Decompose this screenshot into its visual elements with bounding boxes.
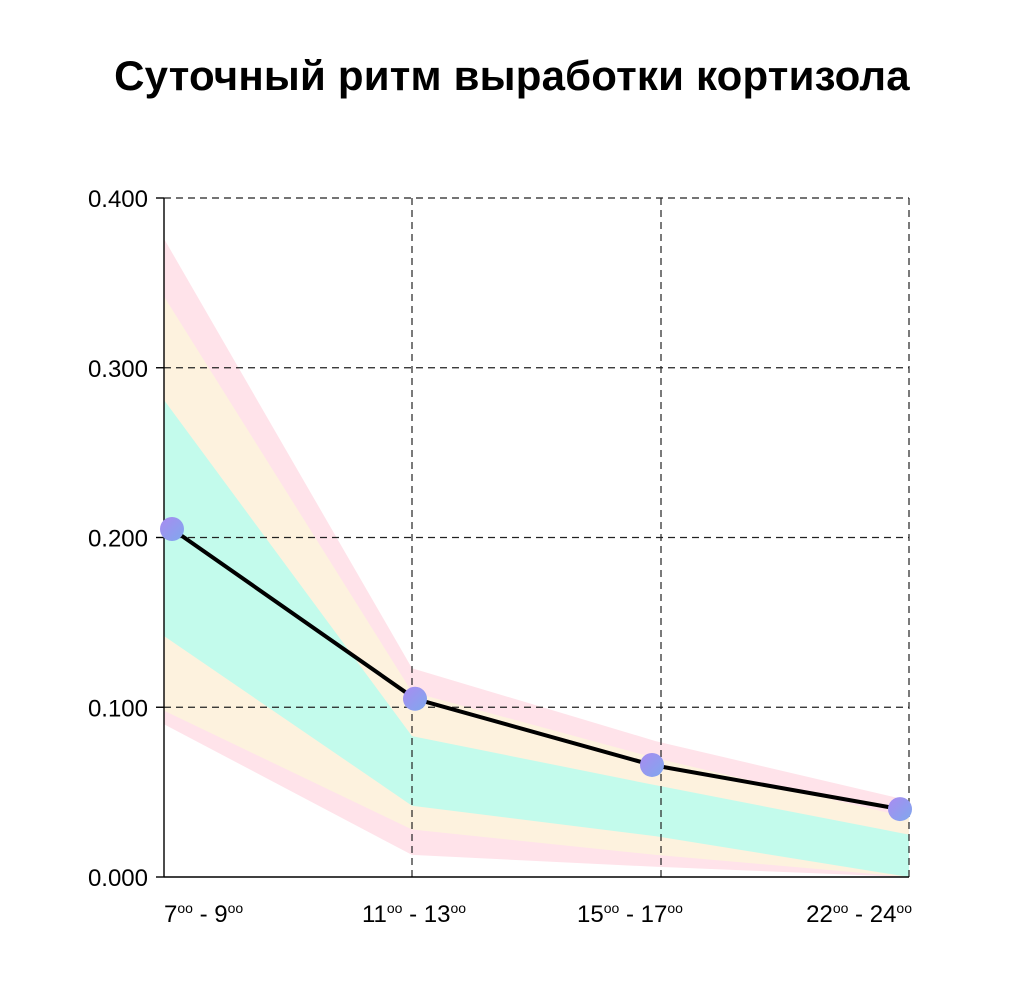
chart-title: Суточный ритм выработки кортизола [114,52,910,99]
data-point [640,752,664,777]
y-tick-label: 0.300 [88,356,148,383]
x-tick-label: 22оо - 24оо [806,900,912,928]
y-tick-label: 0.000 [88,865,148,892]
data-point [403,686,427,711]
x-tick-label: 11оо - 13оо [362,900,466,928]
data-point [160,517,184,542]
data-point [888,797,912,822]
x-tick-labels: 7оо - 9оо 11оо - 13оо 15оо - 17оо 22оо - 24… [164,900,912,928]
confidence-bands [164,238,909,877]
x-tick-label: 7оо - 9оо [164,900,243,928]
y-tick-label: 0.200 [88,526,148,553]
series-line [170,527,901,812]
x-tick-label: 15оо - 17оо [577,900,683,928]
band-2 [164,400,909,877]
y-tick-label: 0.100 [88,695,148,722]
y-tick-labels: 0.000 0.100 0.200 0.300 0.400 [88,186,148,892]
y-tick-label: 0.400 [88,186,148,213]
data-series [160,517,912,822]
